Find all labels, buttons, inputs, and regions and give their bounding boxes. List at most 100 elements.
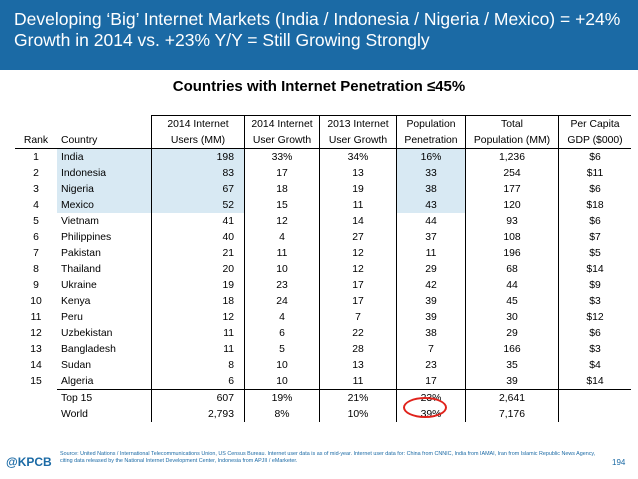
table-row: 11 Peru 12 4 7 39 30 $12 [15, 309, 631, 325]
growth-2014-cell: 4 [244, 229, 320, 245]
users-cell: 52 [151, 197, 245, 213]
rank-cell: 3 [33, 183, 39, 195]
gdp-cell: $6 [558, 213, 631, 229]
growth-2014-cell: 19% [244, 389, 320, 406]
growth-2013-cell: 11 [319, 373, 397, 390]
users-cell: 40 [151, 229, 245, 245]
country-cell: Kenya [61, 295, 91, 307]
table-row: 1 India 198 33% 34% 16% 1,236 $6 [15, 148, 631, 165]
growth-2013-cell: 27 [319, 229, 397, 245]
users-cell: 198 [151, 148, 245, 165]
growth-2013-cell: 17 [319, 293, 397, 309]
rank-cell: 5 [33, 215, 39, 227]
growth-2013-cell: 12 [319, 245, 397, 261]
header-cell: Penetration [396, 132, 466, 149]
users-cell: 12 [151, 309, 245, 325]
growth-2013-cell: 7 [319, 309, 397, 325]
penetration-cell: 7 [396, 341, 466, 357]
country-cell: Pakistan [61, 247, 101, 259]
header-cell: Total [465, 115, 559, 132]
country-cell: Indonesia [57, 165, 152, 181]
population-cell: 120 [465, 197, 559, 213]
header-cell: Country [57, 132, 152, 149]
table-title: Countries with Internet Penetration ≤45% [172, 78, 466, 95]
header-cell: Population [396, 115, 466, 132]
population-cell: 1,236 [465, 148, 559, 165]
gdp-cell: $3 [558, 341, 631, 357]
gdp-cell [558, 389, 631, 406]
population-cell: 2,641 [465, 389, 559, 406]
table-row: 13 Bangladesh 11 5 28 7 166 $3 [15, 341, 631, 357]
gdp-cell: $18 [558, 197, 631, 213]
rank-cell: 14 [30, 359, 42, 371]
rank-cell: 13 [30, 343, 42, 355]
population-cell: 93 [465, 213, 559, 229]
growth-2014-cell: 4 [244, 309, 320, 325]
population-cell: 39 [465, 373, 559, 390]
growth-2013-cell: 11 [319, 197, 397, 213]
rank-cell: 9 [33, 279, 39, 291]
rank-cell: 15 [30, 375, 42, 387]
gdp-cell: $6 [558, 181, 631, 197]
country-cell: Bangladesh [61, 343, 116, 355]
rank-cell: 8 [33, 263, 39, 275]
rank-cell: 11 [30, 311, 42, 323]
internet-markets-table: 2014 Internet 2014 Internet 2013 Interne… [15, 115, 631, 422]
header-cell: 2014 Internet [151, 115, 245, 132]
population-cell: 35 [465, 357, 559, 373]
gdp-cell: $4 [558, 357, 631, 373]
rank-cell [15, 390, 57, 407]
growth-2014-cell: 6 [244, 325, 320, 341]
population-cell: 30 [465, 309, 559, 325]
penetration-cell: 43 [396, 197, 466, 213]
label-cell: World [61, 408, 88, 420]
penetration-cell: 42 [396, 277, 466, 293]
population-cell: 196 [465, 245, 559, 261]
growth-2013-cell: 14 [319, 213, 397, 229]
growth-2014-cell: 33% [244, 148, 320, 165]
growth-2013-cell: 13 [319, 357, 397, 373]
population-cell: 29 [465, 325, 559, 341]
gdp-cell: $7 [558, 229, 631, 245]
users-cell: 21 [151, 245, 245, 261]
gdp-cell: $6 [558, 148, 631, 165]
table-body: 1 India 198 33% 34% 16% 1,236 $6 2 Indonesia 8 3 17… [15, 148, 631, 422]
gdp-cell: $12 [558, 309, 631, 325]
kpcb-logo: @KPCB [6, 455, 52, 469]
users-cell: 2,793 [151, 406, 245, 422]
header-row-top: 2014 Internet 2014 Internet 2013 Interne… [15, 115, 631, 133]
header-row-bottom: Rank Country Users (MM) User Growth User… [15, 132, 631, 149]
country-cell: India [57, 148, 152, 165]
growth-2014-cell: 15 [244, 197, 320, 213]
growth-2014-cell: 17 [244, 165, 320, 181]
penetration-cell: 29 [396, 261, 466, 277]
country-cell: Uzbekistan [61, 327, 113, 339]
country-cell: Vietnam [61, 215, 99, 227]
users-cell: 607 [151, 389, 245, 406]
population-cell: 7,176 [465, 406, 559, 422]
population-cell: 166 [465, 341, 559, 357]
growth-2013-cell: 10% [319, 406, 397, 422]
growth-2014-cell: 12 [244, 213, 320, 229]
penetration-cell: 23 [396, 357, 466, 373]
users-cell: 11 [151, 341, 245, 357]
header-cell: Rank [15, 132, 57, 149]
country-cell: Ukraine [61, 279, 97, 291]
penetration-cell: 38 [396, 181, 466, 197]
total-row-world: World 2,793 8% 10% 39% 7,176 [15, 406, 631, 422]
users-cell: 18 [151, 293, 245, 309]
header-cell [15, 116, 57, 133]
header-cell: User Growth [319, 132, 397, 149]
growth-2013-cell: 17 [319, 277, 397, 293]
table-row: 15 Algeria 6 10 11 17 39 $14 [15, 373, 631, 390]
header-cell: GDP ($000) [558, 132, 631, 149]
header-cell [57, 116, 152, 133]
gdp-cell: $3 [558, 293, 631, 309]
table-row: 14 Sudan 8 10 13 23 35 $4 [15, 357, 631, 373]
table-row: 12 Uzbekistan 11 6 22 38 29 $6 [15, 325, 631, 341]
population-cell: 177 [465, 181, 559, 197]
gdp-cell: $14 [558, 261, 631, 277]
table-row: 3 Nigeria 67 18 19 38 177 $6 [15, 181, 631, 197]
rank-cell: 2 [33, 167, 39, 179]
rank-cell [15, 406, 57, 422]
